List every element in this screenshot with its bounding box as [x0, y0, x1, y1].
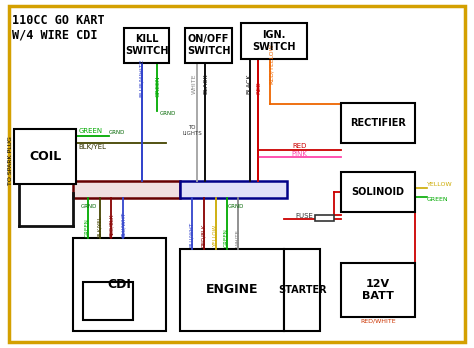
Text: GREEN: GREEN [85, 218, 90, 237]
Text: BLU/WHT: BLU/WHT [190, 222, 194, 247]
Bar [315, 215, 334, 221]
Text: WHITE: WHITE [192, 73, 197, 94]
Text: BLK/YEL: BLK/YEL [78, 144, 106, 150]
Text: 110CC GO KART
W/4 WIRE CDI: 110CC GO KART W/4 WIRE CDI [12, 14, 104, 42]
Text: RED/YELLOW: RED/YELLOW [269, 43, 274, 84]
Text: WHITE: WHITE [236, 229, 240, 247]
Bar [341, 103, 415, 143]
Text: RECTIFIER: RECTIFIER [350, 118, 406, 128]
Text: KILL
SWITCH: KILL SWITCH [125, 34, 168, 56]
Text: ENGINE: ENGINE [206, 283, 258, 296]
Bar [83, 282, 133, 320]
Bar [73, 238, 166, 331]
Text: RED/BLK: RED/BLK [109, 213, 114, 237]
Text: RED/WHITE: RED/WHITE [360, 319, 396, 324]
Text: CDI: CDI [108, 278, 132, 291]
Text: COIL: COIL [29, 150, 61, 163]
Text: GRND: GRND [228, 204, 244, 208]
Text: BLACK: BLACK [204, 73, 209, 94]
Text: ON/OFF
SWITCH: ON/OFF SWITCH [187, 34, 230, 56]
Text: STARTER: STARTER [278, 285, 327, 295]
Bar [73, 181, 180, 198]
Bar [185, 28, 232, 63]
Bar [180, 249, 284, 331]
Text: GRND: GRND [109, 130, 126, 135]
Text: BLK/YEL: BLK/YEL [97, 215, 102, 237]
Text: SOLINOID: SOLINOID [352, 187, 404, 197]
Text: IGN.
SWITCH: IGN. SWITCH [252, 30, 296, 52]
Text: PINK: PINK [292, 151, 308, 157]
Text: GRND: GRND [81, 204, 97, 208]
Text: GREEN: GREEN [78, 128, 102, 134]
Text: BLUE/WHITE: BLUE/WHITE [139, 59, 144, 97]
Text: 12V
BATT: 12V BATT [362, 279, 394, 301]
Bar [14, 129, 76, 184]
Text: RED: RED [292, 143, 307, 149]
Text: GRND: GRND [160, 111, 176, 116]
Text: RED/BLK: RED/BLK [201, 224, 206, 247]
Bar [241, 23, 307, 59]
Text: TO
LIGHTS: TO LIGHTS [182, 125, 202, 136]
Text: BLU/WHT: BLU/WHT [121, 212, 126, 237]
Bar [341, 263, 415, 317]
Text: TO SPARK PLUG: TO SPARK PLUG [8, 136, 13, 184]
Bar [124, 28, 169, 63]
Text: YELLOW: YELLOW [213, 225, 218, 247]
Bar [284, 249, 320, 331]
Bar [180, 181, 287, 198]
Text: FUSE: FUSE [295, 213, 313, 219]
Text: GREEN: GREEN [156, 76, 161, 97]
Text: GREEN: GREEN [427, 197, 448, 202]
Text: RED: RED [257, 81, 262, 94]
Bar [341, 172, 415, 212]
Text: YELLOW: YELLOW [427, 182, 452, 187]
Text: BLACK: BLACK [247, 73, 252, 94]
Text: GREEN: GREEN [224, 228, 229, 247]
